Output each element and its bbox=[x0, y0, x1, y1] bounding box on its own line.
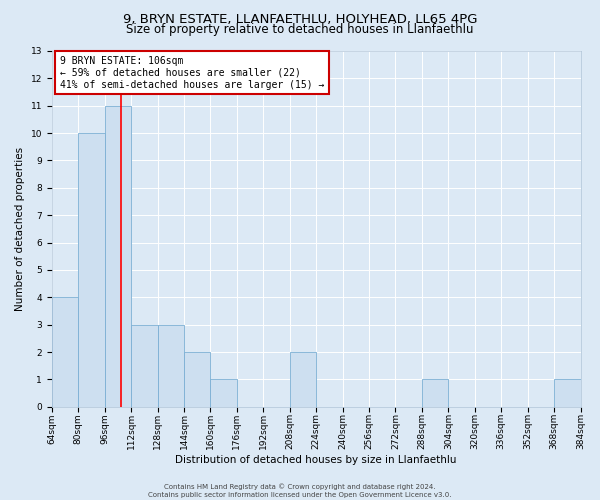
Bar bbox=[290, 352, 316, 407]
Bar bbox=[554, 380, 581, 407]
X-axis label: Distribution of detached houses by size in Llanfaethlu: Distribution of detached houses by size … bbox=[175, 455, 457, 465]
Bar bbox=[211, 380, 237, 407]
Bar bbox=[78, 133, 104, 407]
Text: Contains HM Land Registry data © Crown copyright and database right 2024.
Contai: Contains HM Land Registry data © Crown c… bbox=[148, 484, 452, 498]
Text: 9 BRYN ESTATE: 106sqm
← 59% of detached houses are smaller (22)
41% of semi-deta: 9 BRYN ESTATE: 106sqm ← 59% of detached … bbox=[60, 56, 324, 90]
Bar bbox=[184, 352, 211, 407]
Bar bbox=[131, 324, 158, 407]
Bar bbox=[52, 298, 78, 407]
Bar bbox=[422, 380, 448, 407]
Bar bbox=[104, 106, 131, 407]
Bar bbox=[158, 324, 184, 407]
Text: 9, BRYN ESTATE, LLANFAETHLU, HOLYHEAD, LL65 4PG: 9, BRYN ESTATE, LLANFAETHLU, HOLYHEAD, L… bbox=[123, 12, 477, 26]
Text: Size of property relative to detached houses in Llanfaethlu: Size of property relative to detached ho… bbox=[126, 22, 474, 36]
Y-axis label: Number of detached properties: Number of detached properties bbox=[15, 147, 25, 311]
